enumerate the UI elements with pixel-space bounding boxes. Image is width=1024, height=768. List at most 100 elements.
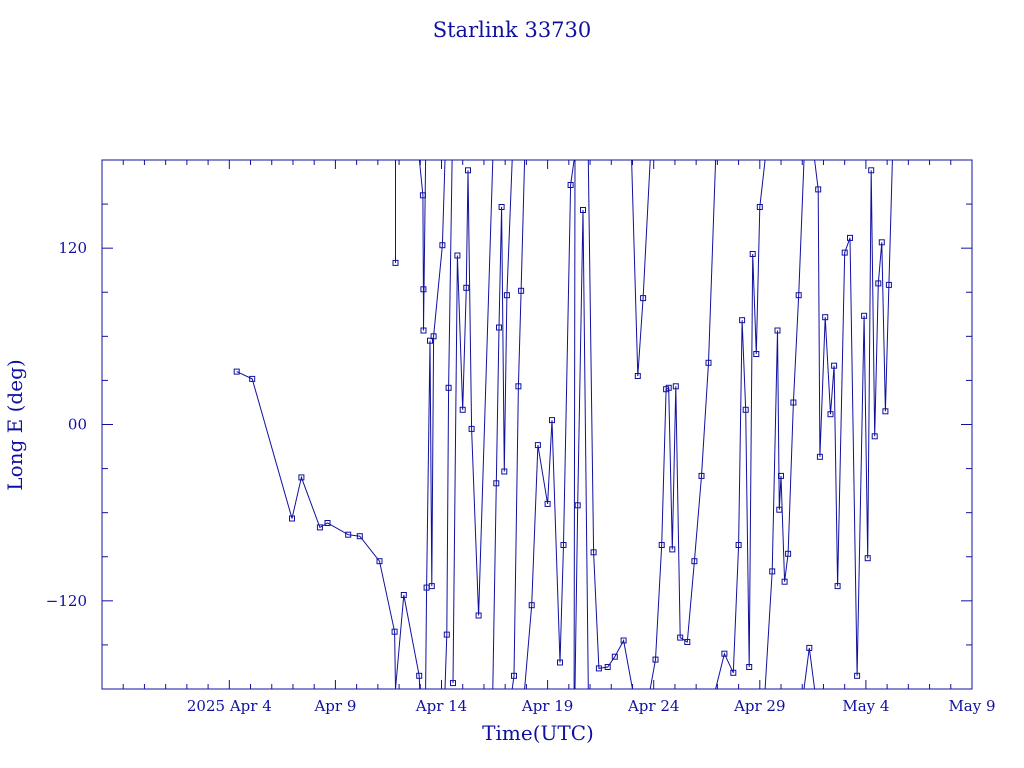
- series-line-17: [803, 647, 816, 689]
- data-point: [416, 672, 423, 679]
- series-line-4: [425, 160, 446, 689]
- x-tick-label: Apr 9: [313, 697, 356, 715]
- data-point: [742, 406, 749, 413]
- data-point: [785, 550, 792, 557]
- data-point: [580, 207, 586, 213]
- data-point: [465, 167, 471, 174]
- data-point: [868, 167, 875, 174]
- x-axis-label: Time(UTC): [482, 721, 594, 745]
- data-point: [730, 669, 737, 676]
- data-point: [428, 583, 435, 590]
- data-point: [816, 453, 823, 460]
- data-point: [778, 472, 784, 479]
- data-point: [534, 442, 541, 449]
- data-point: [574, 502, 581, 509]
- data-point: [454, 252, 461, 259]
- data-point: [878, 239, 885, 246]
- data-point: [749, 251, 756, 257]
- data-point: [847, 234, 853, 241]
- data-point: [557, 659, 563, 666]
- x-tick-label: May 4: [842, 697, 889, 715]
- data-point: [864, 555, 871, 562]
- data-point: [420, 327, 427, 334]
- series-line-7: [492, 160, 513, 689]
- data-point: [400, 592, 407, 598]
- data-point: [776, 506, 783, 513]
- data-point: [665, 384, 672, 391]
- data-point: [705, 359, 712, 366]
- data-point: [698, 472, 705, 479]
- data-point: [430, 333, 437, 340]
- data-point: [590, 549, 597, 556]
- data-point: [501, 468, 508, 475]
- data-point: [450, 680, 456, 687]
- series-line-3: [418, 160, 427, 331]
- data-point: [691, 558, 698, 565]
- data-point: [468, 425, 475, 432]
- data-point: [392, 259, 399, 266]
- data-point: [721, 650, 728, 657]
- data-point: [795, 292, 802, 299]
- data-point: [549, 417, 555, 424]
- data-point: [611, 653, 618, 660]
- data-point: [806, 644, 813, 651]
- chart-title: Starlink 33730: [433, 18, 592, 42]
- data-point: [735, 542, 742, 548]
- data-point: [753, 351, 760, 357]
- data-point: [376, 558, 383, 565]
- tick-labels: 2025 Apr 4 Apr 9 Apr 14 Apr 19 Apr 24 Apr 29 M…: [46, 239, 996, 715]
- data-point: [498, 204, 505, 210]
- series-line-12: [587, 160, 633, 689]
- data-point: [815, 186, 822, 193]
- data-point: [567, 182, 574, 188]
- data-point: [560, 542, 567, 548]
- data-point: [511, 672, 517, 679]
- data-point: [233, 368, 240, 375]
- data-point: [475, 612, 482, 619]
- y-tick-label: 00: [68, 416, 87, 434]
- data-point: [595, 665, 602, 672]
- data-point: [316, 524, 323, 531]
- data-point: [324, 520, 331, 526]
- data-point: [463, 284, 470, 291]
- data-point: [419, 192, 426, 199]
- data-point: [841, 249, 848, 256]
- data-point: [289, 515, 295, 522]
- data-point: [443, 631, 450, 638]
- data-point: [345, 531, 352, 538]
- series-line-18: [814, 160, 893, 676]
- data-point: [885, 281, 892, 288]
- series-line-6: [452, 160, 494, 684]
- data-point: [391, 628, 398, 635]
- data-point: [769, 568, 776, 575]
- data-point: [672, 383, 679, 390]
- data-point: [640, 295, 647, 302]
- y-axis-label: Long E (deg): [3, 359, 27, 490]
- data-point: [544, 500, 551, 507]
- y-tick-label: −120: [46, 592, 87, 610]
- series-line-13: [631, 160, 651, 377]
- data-point: [781, 578, 788, 585]
- data-point: [774, 327, 781, 334]
- data-point: [871, 433, 878, 440]
- data-point: [756, 204, 763, 210]
- series-layer: [233, 160, 893, 689]
- data-point: [356, 533, 363, 540]
- axis-ticks: [101, 159, 973, 690]
- data-point: [882, 408, 889, 415]
- data-point: [834, 583, 841, 590]
- data-point: [445, 384, 452, 391]
- data-point: [669, 546, 676, 553]
- series-line-5: [444, 160, 453, 689]
- series-line-10: [573, 160, 576, 689]
- data-point: [427, 337, 433, 344]
- data-point: [604, 664, 611, 670]
- data-point: [652, 656, 659, 663]
- data-point: [528, 602, 535, 609]
- data-point: [684, 639, 691, 645]
- data-point: [518, 287, 525, 294]
- series-line-14: [649, 160, 717, 689]
- x-tick-label: Apr 19: [521, 697, 573, 715]
- data-point: [515, 383, 522, 390]
